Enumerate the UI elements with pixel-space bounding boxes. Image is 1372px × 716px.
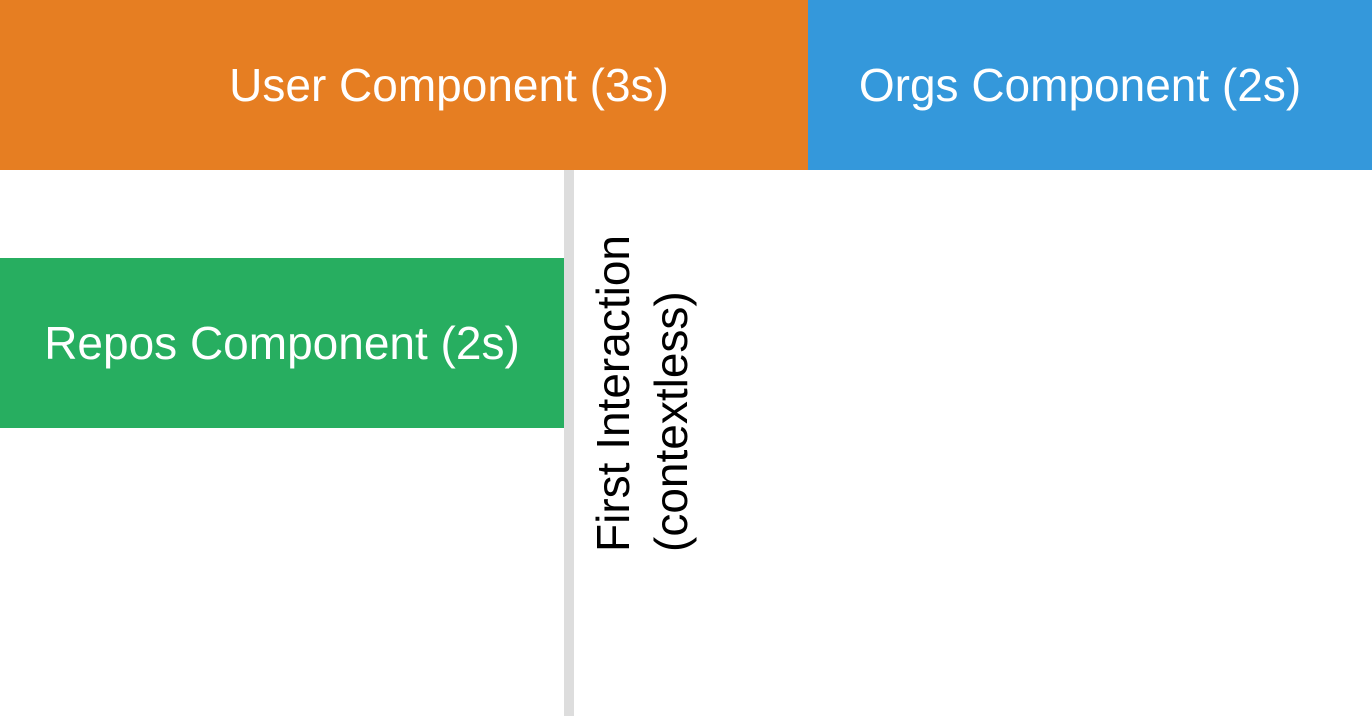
user-component-label: User Component (3s) — [229, 59, 669, 111]
orgs-component-label: Orgs Component (2s) — [858, 59, 1302, 111]
first-interaction-line — [564, 170, 574, 716]
first-interaction-label: First Interaction (contextless) — [584, 235, 700, 552]
repos-component-bar: Repos Component (2s) — [0, 258, 564, 428]
first-interaction-label-line1: First Interaction — [587, 235, 639, 552]
repos-component-label: Repos Component (2s) — [44, 317, 520, 369]
first-interaction-label-line2: (contextless) — [645, 291, 697, 552]
orgs-component-bar: Orgs Component (2s) — [808, 0, 1372, 170]
user-component-bar: User Component (3s) — [0, 0, 808, 170]
